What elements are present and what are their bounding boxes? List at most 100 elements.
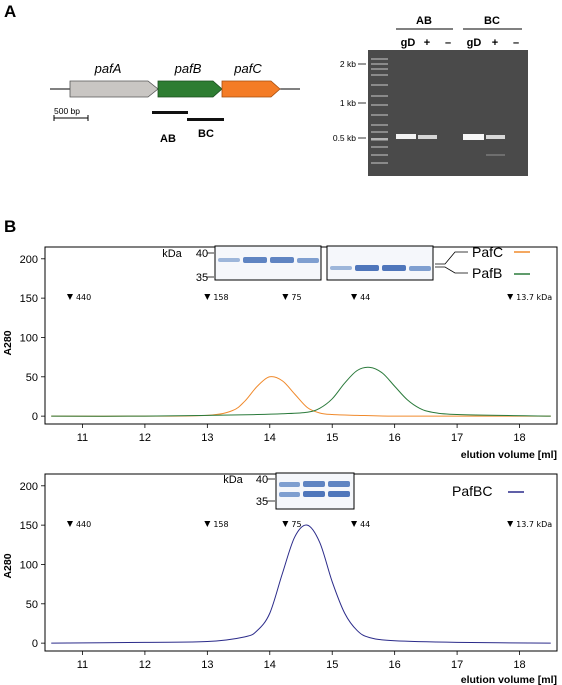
panel-label-a: A	[4, 2, 16, 21]
gel-band-ab-plus	[418, 135, 437, 139]
gene-arrow-pafA	[69, 80, 159, 98]
size-marker-label: 13.7 kDa	[516, 520, 552, 529]
x-tick-label: 11	[77, 432, 88, 444]
size-marker-label: 75	[291, 520, 301, 529]
pcr-product-label-ab: AB	[160, 133, 176, 145]
operon-diagram: pafA pafB pafC AB BC 500 bp	[50, 61, 300, 145]
series-line-pafb	[51, 366, 551, 417]
x-tick-label: 11	[77, 659, 88, 671]
chart-top-series	[51, 366, 551, 417]
size-marker-triangle	[66, 521, 73, 527]
sds-band	[409, 266, 431, 271]
series-line-pafc	[51, 376, 551, 417]
sds-band	[303, 491, 325, 497]
y-tick-label: 100	[20, 559, 38, 571]
size-marker-label: 44	[360, 293, 370, 302]
size-marker-triangle	[282, 294, 289, 300]
gel-lane-label-3: –	[445, 37, 451, 49]
legend-label-pafB: PafB	[472, 265, 502, 281]
sds-band	[355, 265, 379, 271]
x-tick-label: 13	[201, 432, 213, 444]
chart-bottom-y-ticks: 0 50 100 150 200	[20, 481, 45, 650]
sds-band	[270, 257, 294, 263]
gel-band-bc-faint	[486, 154, 505, 156]
sds-kda-label: kDa	[162, 248, 182, 260]
gel-ladder-label-2kb: 2 kb	[340, 59, 356, 69]
chart-bottom-x-ticks: 11 12 13 14 15 16 17 18	[77, 651, 526, 671]
sds-inset-pafB	[326, 245, 434, 281]
size-marker-label: 440	[76, 520, 91, 529]
y-tick-label: 50	[26, 372, 38, 384]
gel-lane-label-6: –	[513, 37, 519, 49]
chart-bottom-series	[51, 524, 551, 644]
x-tick-label: 12	[139, 659, 151, 671]
sds-band	[218, 258, 240, 262]
legend-connector-pafB	[435, 266, 468, 274]
chart-top-x-ticks: 11 12 13 14 15 16 17 18	[77, 424, 526, 444]
gel-lane-label-2: +	[424, 37, 430, 49]
size-marker-triangle	[507, 521, 514, 527]
size-marker-label: 440	[76, 293, 91, 302]
gel-band-bc-plus	[486, 135, 505, 139]
chart-top: 0 50 100 150 200 11 12 13 14 15 16 17 18 A280 eluti…	[2, 244, 558, 461]
y-tick-label: 150	[20, 520, 38, 532]
x-tick-label: 15	[326, 659, 338, 671]
size-marker-triangle	[282, 521, 289, 527]
size-marker-label: 158	[213, 293, 228, 302]
y-tick-label: 0	[32, 638, 38, 650]
chart-top-size-markers: 440 158 75 44 13.7 kDa	[66, 293, 552, 302]
chart-top-y-ticks: 0 50 100 150 200	[20, 254, 45, 423]
gel-lane-label-5: +	[492, 37, 498, 49]
chart-bottom-size-markers: 440 158 75 44 13.7 kDa	[66, 520, 552, 529]
sds-mark-35-bottom: 35	[256, 496, 268, 508]
sds-band	[328, 481, 350, 487]
sds-band	[243, 257, 267, 263]
chart-bottom: 0 50 100 150 200 11 12 13 14 15 16 17 18 A280 eluti…	[2, 472, 558, 685]
size-marker-label: 13.7 kDa	[516, 293, 552, 302]
chart-bottom-y-axis-label: A280	[2, 553, 14, 578]
x-tick-label: 17	[451, 432, 463, 444]
gene-arrow-pafC	[221, 80, 281, 98]
size-marker-triangle	[351, 521, 358, 527]
x-tick-label: 16	[389, 659, 401, 671]
y-tick-label: 100	[20, 332, 38, 344]
legend-connector-pafC	[435, 251, 468, 265]
gel-band-ab-gD	[396, 134, 416, 139]
size-marker-label: 44	[360, 520, 370, 529]
gene-label-pafB: pafB	[174, 61, 202, 76]
gel-lane-label-1: gD	[401, 37, 416, 49]
pcr-product-bar-bc	[187, 118, 224, 121]
x-tick-label: 14	[264, 432, 276, 444]
gene-label-pafC: pafC	[233, 61, 262, 76]
gel-band-bc-gD	[463, 134, 484, 140]
agarose-gel: AB BC gD + – gD + – 2 kb 1 kb 0.5 kb	[333, 15, 528, 176]
scale-bar-label: 500 bp	[54, 106, 80, 116]
size-marker-triangle	[351, 294, 358, 300]
gel-image	[368, 50, 528, 176]
x-tick-label: 17	[451, 659, 463, 671]
gel-lane-label-4: gD	[467, 37, 482, 49]
y-tick-label: 200	[20, 254, 38, 266]
sds-band	[328, 491, 350, 497]
pcr-product-bar-ab	[152, 111, 188, 114]
sds-band	[279, 482, 300, 487]
legend-label-pafC: PafC	[472, 244, 503, 260]
sds-band	[303, 481, 325, 487]
size-marker-label: 75	[291, 293, 301, 302]
sds-kda-label-bottom: kDa	[223, 474, 243, 486]
size-marker-triangle	[66, 294, 73, 300]
x-tick-label: 12	[139, 432, 151, 444]
panel-label-b: B	[4, 217, 16, 236]
chart-bottom-x-axis-label: elution volume [ml]	[461, 674, 557, 685]
sds-band	[382, 265, 406, 271]
y-tick-label: 50	[26, 599, 38, 611]
sds-mark-40-bottom: 40	[256, 474, 268, 486]
legend-label-pafBC: PafBC	[452, 483, 492, 499]
series-line-pafbc	[51, 524, 551, 644]
gel-ladder-label-05kb: 0.5 kb	[333, 133, 356, 143]
x-tick-label: 13	[201, 659, 213, 671]
size-marker-triangle	[507, 294, 514, 300]
x-tick-label: 16	[389, 432, 401, 444]
chart-top-x-axis-label: elution volume [ml]	[461, 449, 557, 461]
